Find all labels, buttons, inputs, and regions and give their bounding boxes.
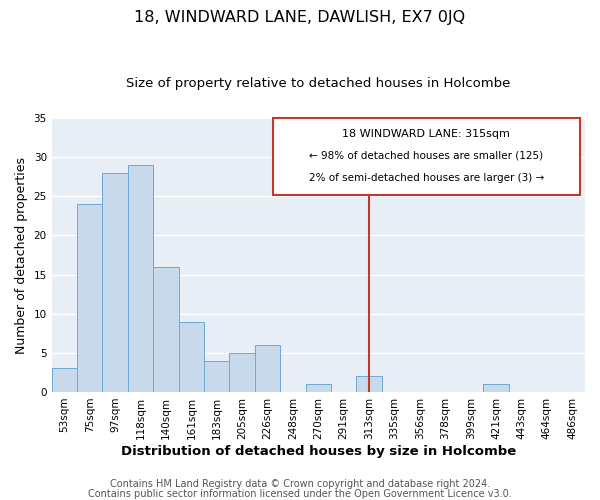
Bar bbox=[305, 384, 331, 392]
Bar bbox=[77, 204, 103, 392]
Text: 2% of semi-detached houses are larger (3) →: 2% of semi-detached houses are larger (3… bbox=[309, 173, 544, 183]
Y-axis label: Number of detached properties: Number of detached properties bbox=[15, 156, 28, 354]
Bar bbox=[179, 322, 204, 392]
Bar bbox=[356, 376, 382, 392]
Bar bbox=[484, 384, 509, 392]
Text: ← 98% of detached houses are smaller (125): ← 98% of detached houses are smaller (12… bbox=[309, 151, 544, 161]
Bar bbox=[128, 165, 153, 392]
Text: 18 WINDWARD LANE: 315sqm: 18 WINDWARD LANE: 315sqm bbox=[343, 129, 510, 139]
Bar bbox=[255, 345, 280, 392]
Text: Contains public sector information licensed under the Open Government Licence v3: Contains public sector information licen… bbox=[88, 489, 512, 499]
Bar bbox=[153, 266, 179, 392]
Text: 18, WINDWARD LANE, DAWLISH, EX7 0JQ: 18, WINDWARD LANE, DAWLISH, EX7 0JQ bbox=[134, 10, 466, 25]
FancyBboxPatch shape bbox=[273, 118, 580, 194]
Text: Contains HM Land Registry data © Crown copyright and database right 2024.: Contains HM Land Registry data © Crown c… bbox=[110, 479, 490, 489]
Bar bbox=[103, 173, 128, 392]
Title: Size of property relative to detached houses in Holcombe: Size of property relative to detached ho… bbox=[126, 78, 511, 90]
Bar bbox=[52, 368, 77, 392]
Bar bbox=[204, 360, 229, 392]
X-axis label: Distribution of detached houses by size in Holcombe: Distribution of detached houses by size … bbox=[121, 444, 516, 458]
Bar bbox=[229, 353, 255, 392]
